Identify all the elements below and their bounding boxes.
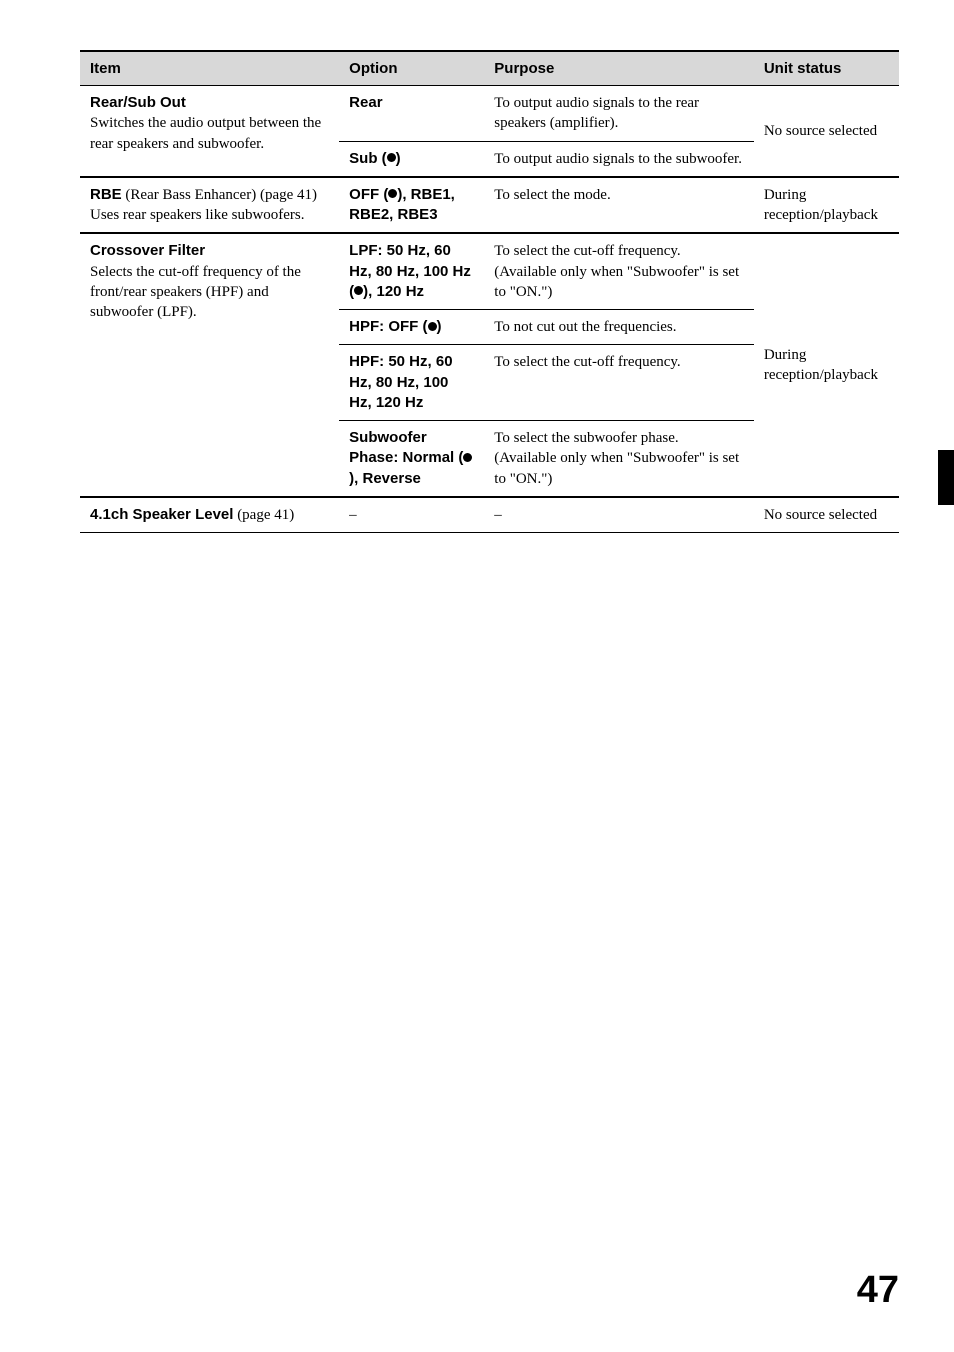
status-text: During reception/playback	[764, 187, 878, 223]
purpose-text: To output audio signals to the rear spea…	[494, 95, 699, 131]
option-text: HPF: 50 Hz, 60 Hz, 80 Hz, 100 Hz, 120 Hz	[349, 353, 452, 411]
option-text: OFF (), RBE1, RBE2, RBE3	[349, 186, 455, 223]
option-text: HPF: OFF ()	[349, 318, 441, 335]
option-prefix: OFF (	[349, 186, 388, 203]
header-item: Item	[80, 51, 339, 86]
option-suffix: )	[396, 150, 401, 167]
item-desc: (page 41)	[233, 507, 294, 523]
table-row: Crossover Filter Selects the cut-off fre…	[80, 233, 899, 309]
item-title: RBE	[90, 186, 122, 203]
bullet-icon	[388, 189, 397, 198]
status-text: No source selected	[764, 123, 877, 139]
option-suffix: )	[437, 318, 442, 335]
purpose-text: To not cut out the frequencies.	[494, 319, 676, 335]
option-prefix: Subwoofer Phase: Normal (	[349, 429, 463, 466]
option-text: Rear	[349, 94, 382, 111]
item-desc: Selects the cut-off frequency of the fro…	[90, 264, 301, 321]
bullet-icon	[354, 286, 363, 295]
bullet-icon	[463, 453, 472, 462]
purpose-text: To select the mode.	[494, 187, 610, 203]
purpose-text: To select the subwoofer phase. (Availabl…	[494, 430, 739, 487]
item-desc: Uses rear speakers like subwoofers.	[90, 207, 305, 223]
option-prefix: HPF: OFF (	[349, 318, 427, 335]
option-text: –	[349, 507, 357, 523]
option-suffix: ), Reverse	[349, 470, 421, 487]
status-text: During reception/playback	[764, 347, 878, 383]
option-text: Sub ()	[349, 150, 401, 167]
purpose-text: To select the cut-off frequency.	[494, 354, 680, 370]
purpose-text: To select the cut-off frequency. (Availa…	[494, 243, 739, 300]
option-prefix: Sub (	[349, 150, 387, 167]
settings-table: Item Option Purpose Unit status Rear/Sub…	[80, 50, 899, 533]
item-desc: (Rear Bass Enhancer) (page 41)	[122, 187, 317, 203]
header-purpose: Purpose	[484, 51, 754, 86]
table-header-row: Item Option Purpose Unit status	[80, 51, 899, 86]
option-text: LPF: 50 Hz, 60 Hz, 80 Hz, 100 Hz (), 120…	[349, 242, 471, 300]
option-text: Subwoofer Phase: Normal ( ), Reverse	[349, 429, 472, 487]
table-row: 4.1ch Speaker Level (page 41) – – No sou…	[80, 497, 899, 533]
header-status: Unit status	[754, 51, 899, 86]
item-title: Rear/Sub Out	[90, 94, 186, 111]
purpose-text: –	[494, 507, 502, 523]
option-suffix: ), 120 Hz	[363, 283, 424, 300]
side-tab	[938, 450, 954, 505]
table-row: Rear/Sub Out Switches the audio output b…	[80, 86, 899, 142]
bullet-icon	[428, 322, 437, 331]
item-title: Crossover Filter	[90, 242, 205, 259]
bullet-icon	[387, 153, 396, 162]
page-number: 47	[857, 1269, 899, 1312]
item-desc: Switches the audio output between the re…	[90, 115, 321, 151]
item-title: 4.1ch Speaker Level	[90, 506, 233, 523]
purpose-text: To output audio signals to the subwoofer…	[494, 151, 742, 167]
status-text: No source selected	[764, 507, 877, 523]
table-row: RBE (Rear Bass Enhancer) (page 41) Uses …	[80, 177, 899, 234]
header-option: Option	[339, 51, 484, 86]
